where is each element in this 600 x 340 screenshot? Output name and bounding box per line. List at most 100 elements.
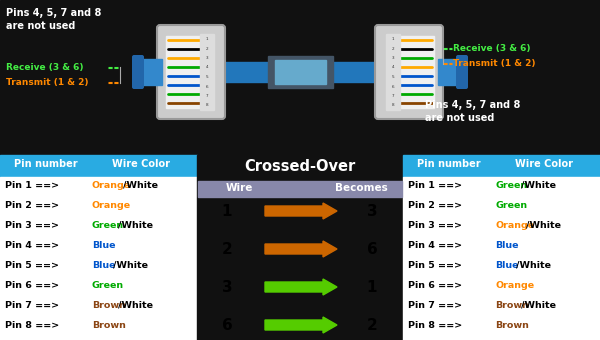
Text: Orange: Orange [92, 201, 131, 210]
Text: 2: 2 [206, 47, 208, 51]
Text: Pin 3 ==>: Pin 3 ==> [408, 221, 465, 230]
Text: 2: 2 [221, 241, 232, 256]
Text: Pin 7 ==>: Pin 7 ==> [5, 301, 62, 310]
Text: Orange: Orange [92, 181, 131, 190]
Text: /White: /White [113, 261, 148, 270]
Text: 7: 7 [206, 94, 208, 98]
Bar [200, 34, 214, 110]
Text: Transmit (1 & 2): Transmit (1 & 2) [6, 78, 89, 87]
Text: Pin 7 ==>: Pin 7 ==> [408, 301, 466, 310]
FancyArrow shape [265, 279, 337, 295]
FancyBboxPatch shape [456, 55, 468, 89]
Bar [438, 59, 462, 85]
Bar [0, 177, 197, 340]
FancyBboxPatch shape [132, 55, 144, 89]
Bar [403, 155, 600, 177]
Text: Pin 8 ==>: Pin 8 ==> [408, 321, 466, 330]
Text: 3: 3 [206, 56, 208, 60]
Bar [0, 155, 197, 177]
Text: Blue: Blue [495, 241, 518, 250]
Text: /White: /White [123, 181, 158, 190]
Text: Pin number: Pin number [417, 159, 481, 169]
Text: Pin 4 ==>: Pin 4 ==> [408, 241, 466, 250]
Text: 6: 6 [392, 85, 394, 88]
Bar [197, 155, 403, 340]
Text: Transmit (1 & 2): Transmit (1 & 2) [453, 59, 536, 68]
Text: 4: 4 [392, 66, 394, 69]
Text: Pin 1 ==>: Pin 1 ==> [5, 181, 62, 190]
Text: 2: 2 [392, 47, 394, 51]
Text: Wire: Wire [226, 183, 253, 193]
Text: Brown: Brown [495, 321, 529, 330]
Text: /White: /White [521, 181, 556, 190]
Text: Blue: Blue [92, 261, 115, 270]
Bar [218, 62, 383, 82]
Text: 3: 3 [221, 279, 232, 294]
Text: Pin 6 ==>: Pin 6 ==> [5, 281, 62, 290]
Bar [198, 181, 402, 197]
FancyArrow shape [265, 241, 337, 257]
Text: Pins 4, 5, 7 and 8
are not used: Pins 4, 5, 7 and 8 are not used [425, 100, 520, 123]
Text: /White: /White [526, 221, 561, 230]
Bar [403, 177, 600, 340]
Text: Wire Color: Wire Color [515, 159, 573, 169]
Text: Brown: Brown [495, 301, 529, 310]
Text: /White: /White [118, 301, 153, 310]
Text: 5: 5 [392, 75, 394, 79]
Bar [0, 0, 600, 155]
Text: Green: Green [92, 281, 124, 290]
Text: 1: 1 [367, 279, 377, 294]
Text: Crossed-Over: Crossed-Over [244, 159, 356, 174]
Bar [268, 56, 333, 88]
Text: 6: 6 [221, 318, 232, 333]
Text: /White: /White [521, 301, 556, 310]
Text: Becomes: Becomes [335, 183, 388, 193]
Bar [386, 34, 400, 110]
Text: Brown: Brown [92, 321, 126, 330]
Text: Pin 6 ==>: Pin 6 ==> [408, 281, 466, 290]
Text: Pin 5 ==>: Pin 5 ==> [5, 261, 62, 270]
Text: Orange: Orange [495, 221, 534, 230]
Bar [166, 36, 202, 108]
Text: Green: Green [92, 221, 124, 230]
Text: 6: 6 [367, 241, 377, 256]
Text: Blue: Blue [92, 241, 115, 250]
Text: Brown: Brown [92, 301, 126, 310]
Text: 3: 3 [367, 204, 377, 219]
Text: Receive (3 & 6): Receive (3 & 6) [453, 44, 530, 53]
FancyArrow shape [265, 317, 337, 333]
Text: Pin 3 ==>: Pin 3 ==> [5, 221, 62, 230]
Text: 1: 1 [222, 204, 232, 219]
Bar [275, 60, 326, 84]
Text: Pin 5 ==>: Pin 5 ==> [408, 261, 465, 270]
Text: 2: 2 [367, 318, 377, 333]
Text: Green: Green [495, 201, 527, 210]
FancyBboxPatch shape [157, 25, 225, 119]
Text: 4: 4 [206, 66, 208, 69]
Text: 1: 1 [206, 37, 208, 41]
FancyBboxPatch shape [375, 25, 443, 119]
Text: Pin 2 ==>: Pin 2 ==> [5, 201, 62, 210]
Text: Green: Green [495, 181, 527, 190]
Text: Orange: Orange [495, 281, 534, 290]
Text: Pin 2 ==>: Pin 2 ==> [408, 201, 466, 210]
Text: Pin 1 ==>: Pin 1 ==> [408, 181, 466, 190]
Text: 3: 3 [392, 56, 394, 60]
Bar [138, 59, 162, 85]
Text: /White: /White [118, 221, 153, 230]
Text: /White: /White [516, 261, 551, 270]
Text: Receive (3 & 6): Receive (3 & 6) [6, 63, 83, 72]
Text: 6: 6 [206, 85, 208, 88]
Text: Pin 8 ==>: Pin 8 ==> [5, 321, 62, 330]
FancyArrow shape [265, 203, 337, 219]
Bar [398, 36, 434, 108]
Text: 7: 7 [392, 94, 394, 98]
Text: Wire Color: Wire Color [112, 159, 170, 169]
Text: Pin number: Pin number [14, 159, 77, 169]
Text: 5: 5 [206, 75, 208, 79]
Text: Blue: Blue [495, 261, 518, 270]
Text: 8: 8 [206, 103, 208, 107]
Text: Pin 4 ==>: Pin 4 ==> [5, 241, 62, 250]
Text: 1: 1 [392, 37, 394, 41]
Text: Pins 4, 5, 7 and 8
are not used: Pins 4, 5, 7 and 8 are not used [6, 8, 101, 31]
